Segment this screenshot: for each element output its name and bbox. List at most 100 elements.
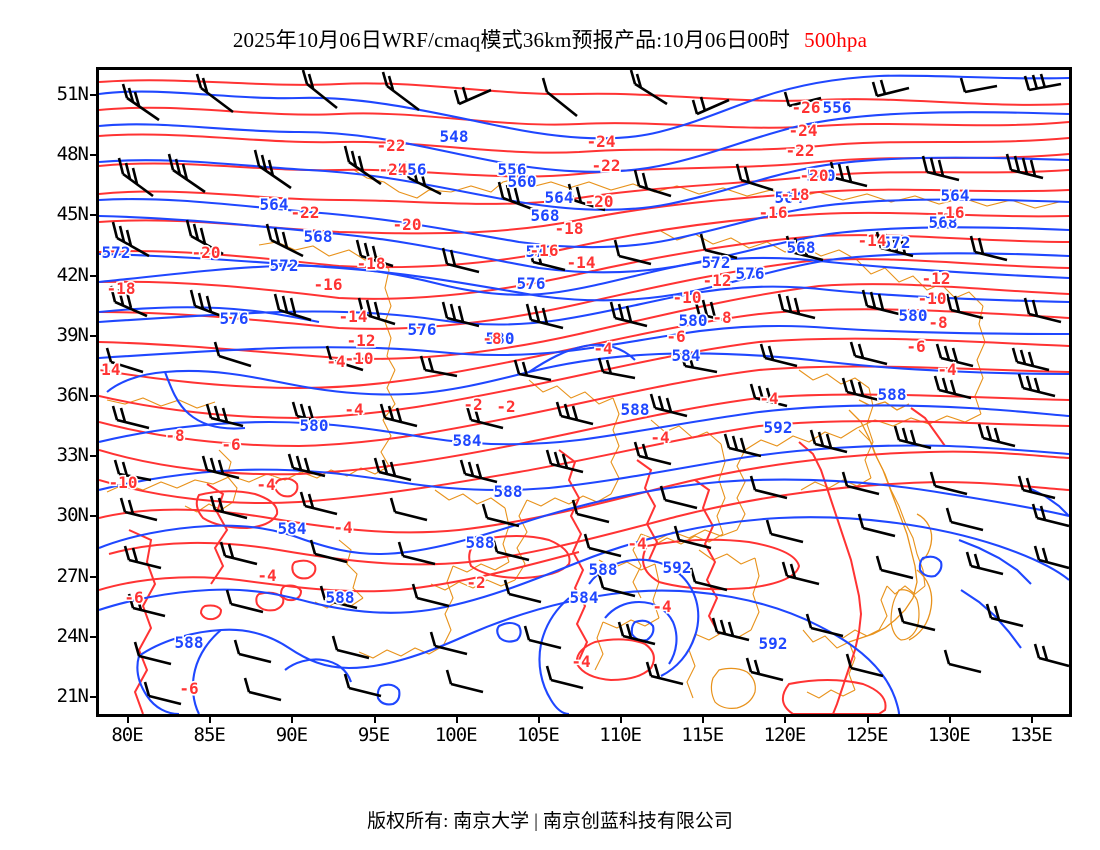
longitude-tick-label: 120E: [763, 724, 807, 746]
wind-barb: [525, 303, 564, 330]
longitude-tick-label: 130E: [927, 724, 971, 746]
longitude-tick: [784, 714, 787, 723]
wind-barb: [597, 357, 636, 380]
wind-barb: [985, 603, 1024, 628]
temperature-contours: [99, 79, 1069, 714]
wind-barb: [265, 223, 304, 258]
wind-barb: [545, 665, 584, 690]
wind-barb: [691, 96, 730, 116]
wind-barb: [105, 347, 144, 374]
temperature-contour-label: -22: [377, 136, 406, 155]
wind-barb: [233, 639, 272, 664]
temperature-contour-label: -14: [567, 253, 596, 272]
wind-barb: [195, 73, 234, 114]
wind-barb: [977, 423, 1016, 448]
longitude-tick: [866, 714, 869, 723]
longitude-tick: [948, 714, 951, 723]
wind-barb: [875, 555, 914, 580]
temperature-contour-label: -10: [673, 288, 702, 307]
temperature-contour-label: -20: [585, 192, 614, 211]
title-level: 500hpa: [804, 28, 868, 52]
wind-barb: [429, 631, 468, 656]
latitude-tick-label: 33N: [56, 444, 89, 467]
temperature-contour-label: -22: [291, 203, 320, 222]
wind-barb: [629, 70, 668, 106]
wind-barb: [273, 293, 312, 322]
wind-barb: [965, 551, 1004, 576]
height-contour-label: 584: [453, 431, 482, 450]
wind-barb: [875, 231, 914, 258]
wind-barb: [343, 673, 382, 698]
longitude-tick-label: 135E: [1010, 724, 1053, 746]
temperature-contour-label: -4: [333, 518, 352, 537]
height-contour-label: 572: [270, 256, 299, 275]
longitude-tick-label: 105E: [517, 724, 560, 746]
wind-barb: [459, 459, 498, 484]
wind-barb: [121, 83, 160, 122]
latitude-tick: [90, 214, 99, 217]
wind-barb: [143, 681, 182, 706]
temperature-contour-label: -2: [463, 395, 482, 414]
wind-barb: [225, 589, 264, 614]
latitude-tick: [90, 94, 99, 96]
longitude-tick: [1031, 714, 1033, 723]
wind-barb: [397, 541, 436, 566]
longitude-tick: [291, 714, 294, 723]
temperature-contour-label: -18: [107, 279, 136, 298]
latitude-tick-label: 36N: [56, 384, 89, 406]
wind-barb: [809, 429, 848, 454]
wind-barb: [849, 341, 888, 366]
height-contour-label: 564: [545, 188, 574, 207]
latitude-tick: [90, 696, 99, 698]
wind-barb: [969, 235, 1008, 262]
wind-barb: [945, 293, 984, 320]
wind-barb: [555, 401, 594, 426]
temperature-contour-label: -10: [345, 349, 374, 368]
wind-barb: [805, 613, 844, 638]
wind-barb: [765, 519, 804, 544]
wind-barb: [309, 539, 348, 564]
wind-barb: [689, 567, 728, 592]
wind-barb: [673, 525, 712, 550]
height-contour-label: 548: [440, 127, 469, 146]
title-main: 2025年10月06日WRF/cmaq模式36km预报产品:10月06日00时: [232, 28, 791, 52]
temperature-contour-label: -16: [530, 241, 559, 260]
temperature-contour-label: -18: [357, 254, 386, 273]
wind-barb: [213, 341, 252, 368]
height-contour-label: 592: [759, 634, 788, 653]
wind-barb: [497, 181, 536, 212]
wind-barb: [209, 495, 248, 520]
wind-barb: [841, 377, 880, 402]
temperature-contour-label: -8: [712, 308, 731, 327]
wind-barb: [759, 343, 798, 368]
height-contour-label: 580: [486, 329, 515, 348]
temperature-contour-label: -6: [124, 588, 143, 607]
temperature-contour-label: -14: [858, 231, 887, 250]
temperature-contour-label: -4: [627, 534, 646, 553]
wind-barb: [301, 70, 338, 110]
wind-barb: [355, 239, 394, 268]
temperature-contour-label: -14: [339, 307, 368, 326]
height-contour-label: 564: [260, 195, 289, 214]
height-contour-label: 584: [278, 519, 307, 538]
wind-barb: [929, 471, 968, 496]
longitude-tick: [455, 714, 458, 723]
wind-barb: [935, 343, 974, 368]
wind-barb: [453, 86, 492, 106]
height-contour-label: 576: [736, 264, 765, 283]
temperature-contour-label: -14: [99, 360, 120, 379]
temperature-contour-label: -2: [466, 573, 485, 592]
wind-barb: [373, 457, 412, 482]
height-contour-label: 580: [679, 311, 708, 330]
wind-barb: [921, 155, 960, 182]
wind-barb: [523, 625, 562, 650]
wind-barb: [861, 289, 900, 316]
temperature-contour-label: -8: [482, 329, 501, 348]
copyright-footer: 版权所有: 南京大学 | 南京创蓝科技有限公司: [0, 806, 1100, 833]
wind-barb: [781, 561, 820, 586]
wind-barb: [645, 661, 684, 686]
wind-barb: [857, 513, 896, 538]
wind-barb: [597, 573, 636, 598]
